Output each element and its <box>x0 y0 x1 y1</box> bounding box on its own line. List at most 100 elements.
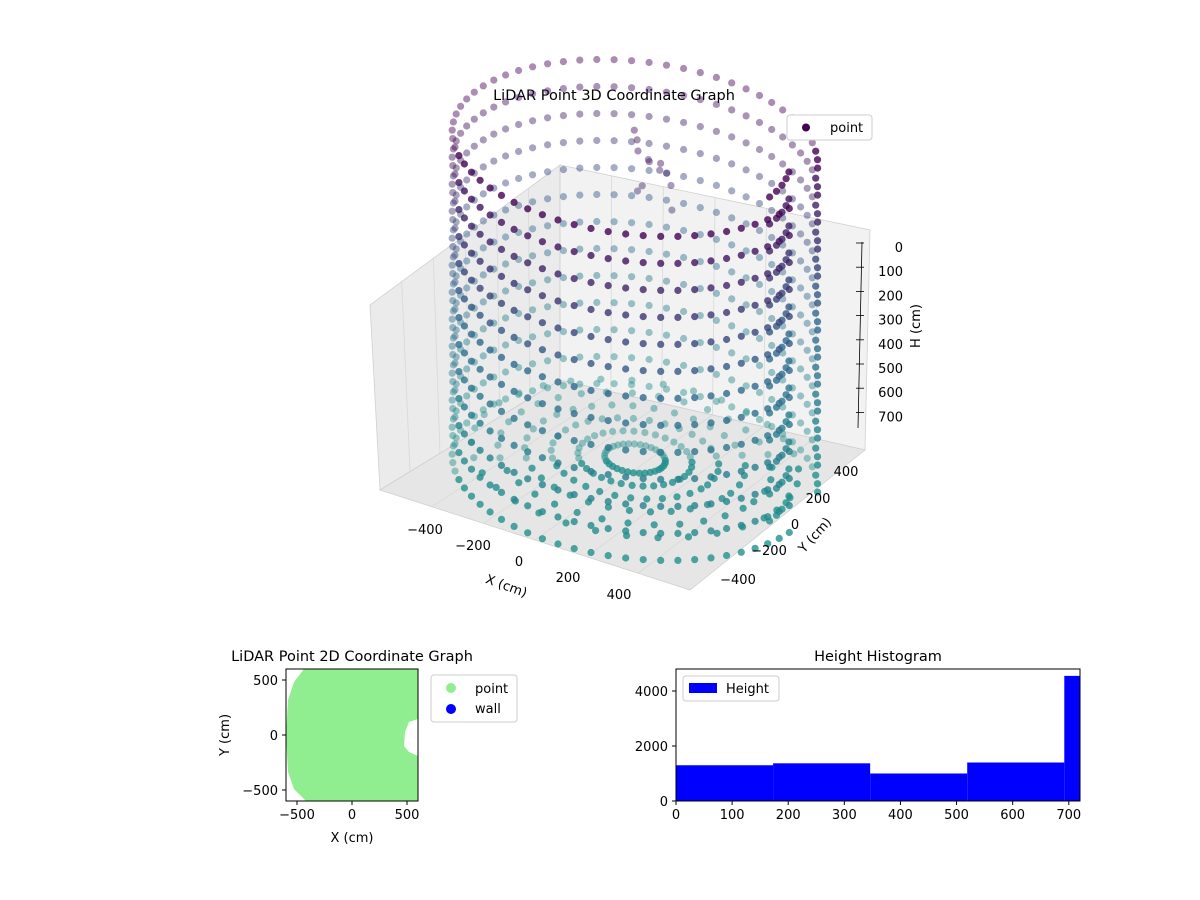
point-3d <box>680 280 688 289</box>
point-3d <box>628 273 636 281</box>
point-3d <box>814 218 822 226</box>
point-cloud-3d <box>448 55 822 565</box>
point-3d <box>470 454 478 462</box>
point-3d <box>505 418 513 426</box>
point-3d <box>775 264 783 272</box>
point-3d <box>680 388 688 397</box>
point-3d <box>575 454 583 462</box>
point-3d <box>742 193 750 201</box>
point-3d <box>657 421 665 429</box>
point-3d <box>663 169 671 177</box>
point-3d <box>728 295 736 303</box>
x-axis-label-2d: X (cm) <box>331 831 374 846</box>
point-3d <box>598 515 606 523</box>
point-3d <box>659 380 667 388</box>
point-3d <box>707 527 715 535</box>
point-3d <box>622 446 630 454</box>
point-3d <box>685 468 693 476</box>
point-3d <box>524 421 532 429</box>
point-3d <box>448 315 456 323</box>
point-3d <box>813 453 822 461</box>
point-3d <box>785 231 793 240</box>
point-3d <box>460 268 468 276</box>
point-3d <box>604 525 612 533</box>
point-3d <box>767 476 775 484</box>
point-3d <box>497 299 506 307</box>
point-3d <box>755 199 764 208</box>
point-3d <box>696 312 704 320</box>
z-tick-label-3d: 0 <box>895 241 903 256</box>
point-3d <box>510 360 518 368</box>
point-3d <box>728 322 736 330</box>
point-3d <box>490 76 498 84</box>
point-3d <box>628 192 636 200</box>
point-3d <box>775 426 783 434</box>
point-3d <box>476 284 484 292</box>
point-3d <box>448 261 456 269</box>
point-3d <box>712 452 720 460</box>
point-3d <box>587 359 595 368</box>
point-3d <box>604 363 612 371</box>
point-3d <box>742 382 750 390</box>
point-3d <box>742 355 750 363</box>
point-3d <box>797 284 805 292</box>
point-3d <box>696 339 704 347</box>
point-3d <box>657 367 665 375</box>
point-3d <box>449 216 457 224</box>
y-tick-label-2d: 0 <box>270 729 278 744</box>
point-3d <box>538 319 547 327</box>
point-3d <box>707 311 715 319</box>
point-3d <box>778 181 786 189</box>
point-3d <box>451 251 459 259</box>
point-3d <box>497 353 506 361</box>
point-3d <box>570 410 578 418</box>
x-tick-label-3d: 400 <box>607 588 632 603</box>
point-3d <box>662 358 671 366</box>
point-3d <box>691 448 699 456</box>
point-3d <box>448 207 456 215</box>
point-3d <box>667 507 675 515</box>
point-3d <box>524 529 532 537</box>
point-3d <box>529 252 537 260</box>
point-3d <box>528 464 536 472</box>
point-3d <box>814 407 822 415</box>
point-3d <box>497 429 505 437</box>
point-3d <box>639 340 647 348</box>
point-3d <box>629 402 637 410</box>
point-3d <box>494 441 502 449</box>
point-3d <box>463 311 471 319</box>
point-3d <box>529 63 537 71</box>
point-3d <box>449 226 457 234</box>
point-3d <box>764 270 772 278</box>
point-3d <box>463 392 471 400</box>
point-3d <box>712 370 721 378</box>
point-3d <box>554 459 562 467</box>
point-3d <box>587 467 595 476</box>
point-3d <box>593 298 601 307</box>
point-3d <box>723 281 731 290</box>
x-tick-label-2d: 500 <box>395 808 420 823</box>
point-3d <box>610 137 618 145</box>
point-3d <box>814 272 822 280</box>
x-tick-label-hist: 200 <box>776 808 801 823</box>
point-3d <box>662 61 671 69</box>
point-3d <box>587 224 595 233</box>
point-3d <box>593 109 601 118</box>
point-3d <box>502 125 510 133</box>
point-3d <box>570 545 578 553</box>
point-3d <box>803 454 811 462</box>
point-3d <box>617 480 625 488</box>
x-tick-label-hist: 300 <box>832 808 857 823</box>
point-3d <box>628 57 636 65</box>
point-3d <box>707 230 715 238</box>
point-3d <box>610 110 618 118</box>
point-3d <box>755 253 764 262</box>
point-3d <box>570 302 578 310</box>
y-tick-label-3d: 0 <box>791 518 799 533</box>
point-3d <box>559 193 568 201</box>
point-3d <box>467 168 476 176</box>
x-tick-label-2d: 0 <box>348 808 356 823</box>
point-3d <box>742 85 750 93</box>
point-3d <box>772 187 781 195</box>
point-3d <box>448 234 456 242</box>
